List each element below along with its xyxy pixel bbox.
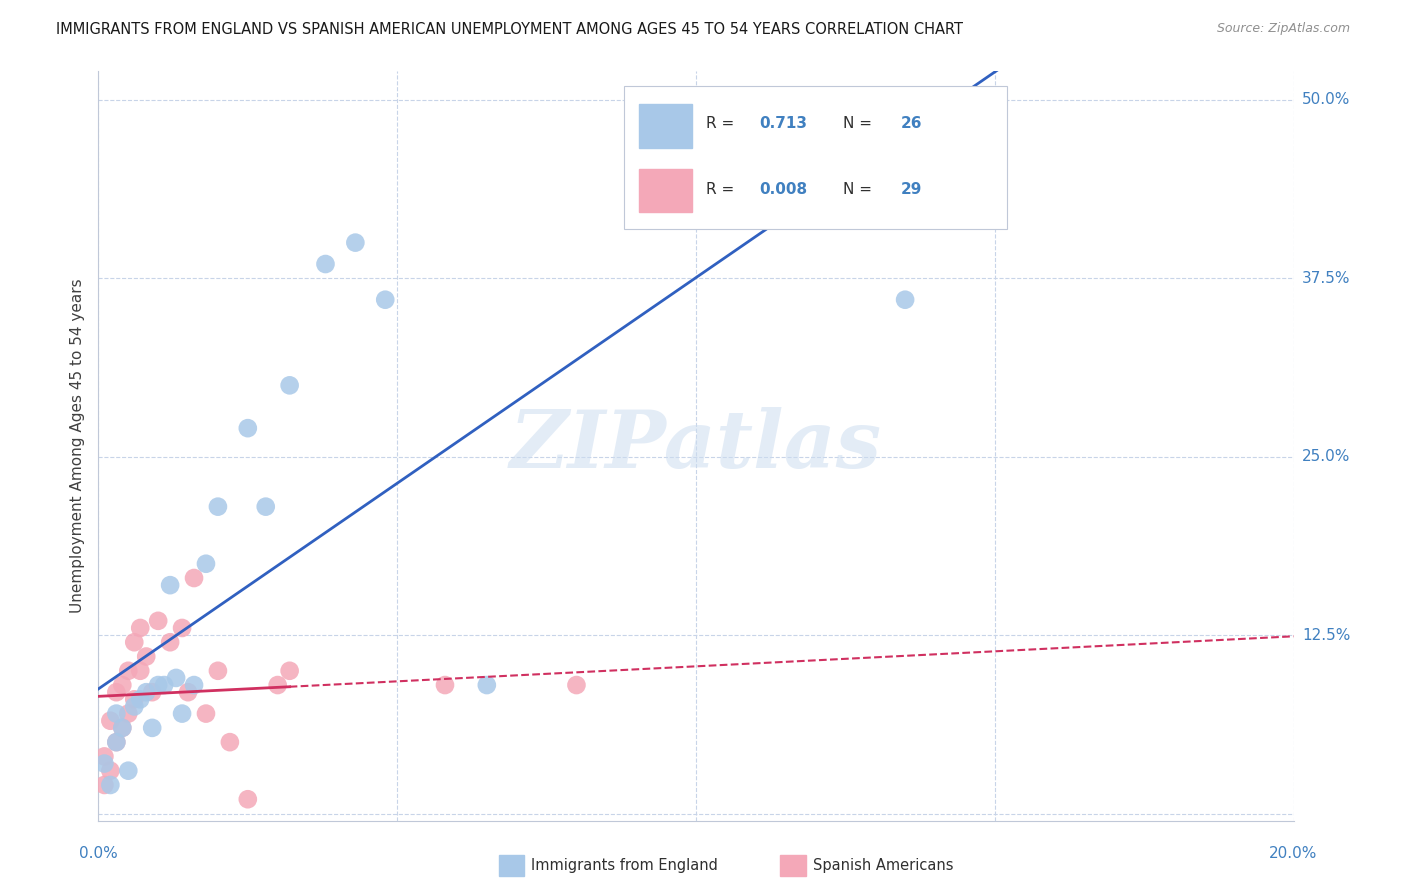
Point bbox=[207, 500, 229, 514]
Point bbox=[207, 664, 229, 678]
Text: R =: R = bbox=[706, 182, 738, 197]
Text: 26: 26 bbox=[900, 116, 922, 131]
Point bbox=[183, 678, 205, 692]
Point bbox=[153, 678, 176, 692]
Point bbox=[141, 721, 163, 735]
Text: Source: ZipAtlas.com: Source: ZipAtlas.com bbox=[1216, 22, 1350, 36]
Point bbox=[278, 664, 301, 678]
Y-axis label: Unemployment Among Ages 45 to 54 years: Unemployment Among Ages 45 to 54 years bbox=[69, 278, 84, 614]
Point bbox=[278, 378, 301, 392]
Point bbox=[254, 500, 277, 514]
Point bbox=[195, 557, 218, 571]
Bar bbox=[638, 169, 692, 212]
Point bbox=[105, 735, 128, 749]
Point bbox=[565, 678, 588, 692]
Text: 0.713: 0.713 bbox=[759, 116, 807, 131]
Point bbox=[93, 756, 115, 771]
Point bbox=[98, 714, 122, 728]
Point bbox=[98, 778, 122, 792]
Point bbox=[344, 235, 367, 250]
Point bbox=[129, 692, 152, 706]
Point bbox=[183, 571, 205, 585]
Text: 0.0%: 0.0% bbox=[79, 846, 118, 861]
Point bbox=[129, 664, 152, 678]
Point bbox=[374, 293, 396, 307]
Bar bbox=[638, 104, 692, 148]
Point bbox=[93, 749, 115, 764]
Point bbox=[267, 678, 290, 692]
Text: R =: R = bbox=[706, 116, 738, 131]
Text: 37.5%: 37.5% bbox=[1302, 271, 1350, 285]
Point bbox=[177, 685, 200, 699]
Point bbox=[98, 764, 122, 778]
FancyBboxPatch shape bbox=[624, 87, 1007, 228]
Point bbox=[195, 706, 218, 721]
Point bbox=[124, 699, 146, 714]
Point bbox=[172, 706, 194, 721]
Point bbox=[219, 735, 242, 749]
Point bbox=[111, 678, 134, 692]
Text: 29: 29 bbox=[900, 182, 922, 197]
Point bbox=[172, 621, 194, 635]
Point bbox=[111, 721, 134, 735]
Text: Spanish Americans: Spanish Americans bbox=[813, 858, 953, 872]
Text: 25.0%: 25.0% bbox=[1302, 450, 1350, 464]
Point bbox=[135, 685, 157, 699]
Point bbox=[117, 764, 139, 778]
Text: 20.0%: 20.0% bbox=[1270, 846, 1317, 861]
Point bbox=[159, 635, 181, 649]
Point bbox=[117, 664, 139, 678]
Text: 12.5%: 12.5% bbox=[1302, 628, 1350, 642]
Point bbox=[117, 706, 139, 721]
Point bbox=[135, 649, 157, 664]
Text: Immigrants from England: Immigrants from England bbox=[531, 858, 718, 872]
Text: N =: N = bbox=[844, 182, 877, 197]
Point bbox=[111, 721, 134, 735]
Point bbox=[124, 692, 146, 706]
Text: 50.0%: 50.0% bbox=[1302, 93, 1350, 107]
Point bbox=[434, 678, 457, 692]
Point bbox=[105, 735, 128, 749]
Point bbox=[105, 685, 128, 699]
Point bbox=[141, 685, 163, 699]
Point bbox=[236, 792, 259, 806]
Text: N =: N = bbox=[844, 116, 877, 131]
Point bbox=[148, 678, 170, 692]
Point bbox=[148, 614, 170, 628]
Point bbox=[124, 635, 146, 649]
Point bbox=[129, 621, 152, 635]
Point bbox=[894, 293, 917, 307]
Point bbox=[159, 578, 181, 592]
Point bbox=[105, 706, 128, 721]
Text: IMMIGRANTS FROM ENGLAND VS SPANISH AMERICAN UNEMPLOYMENT AMONG AGES 45 TO 54 YEA: IMMIGRANTS FROM ENGLAND VS SPANISH AMERI… bbox=[56, 22, 963, 37]
Text: 0.008: 0.008 bbox=[759, 182, 807, 197]
Point bbox=[315, 257, 337, 271]
Point bbox=[236, 421, 259, 435]
Point bbox=[475, 678, 498, 692]
Point bbox=[165, 671, 187, 685]
Point bbox=[93, 778, 115, 792]
Text: ZIPatlas: ZIPatlas bbox=[510, 408, 882, 484]
